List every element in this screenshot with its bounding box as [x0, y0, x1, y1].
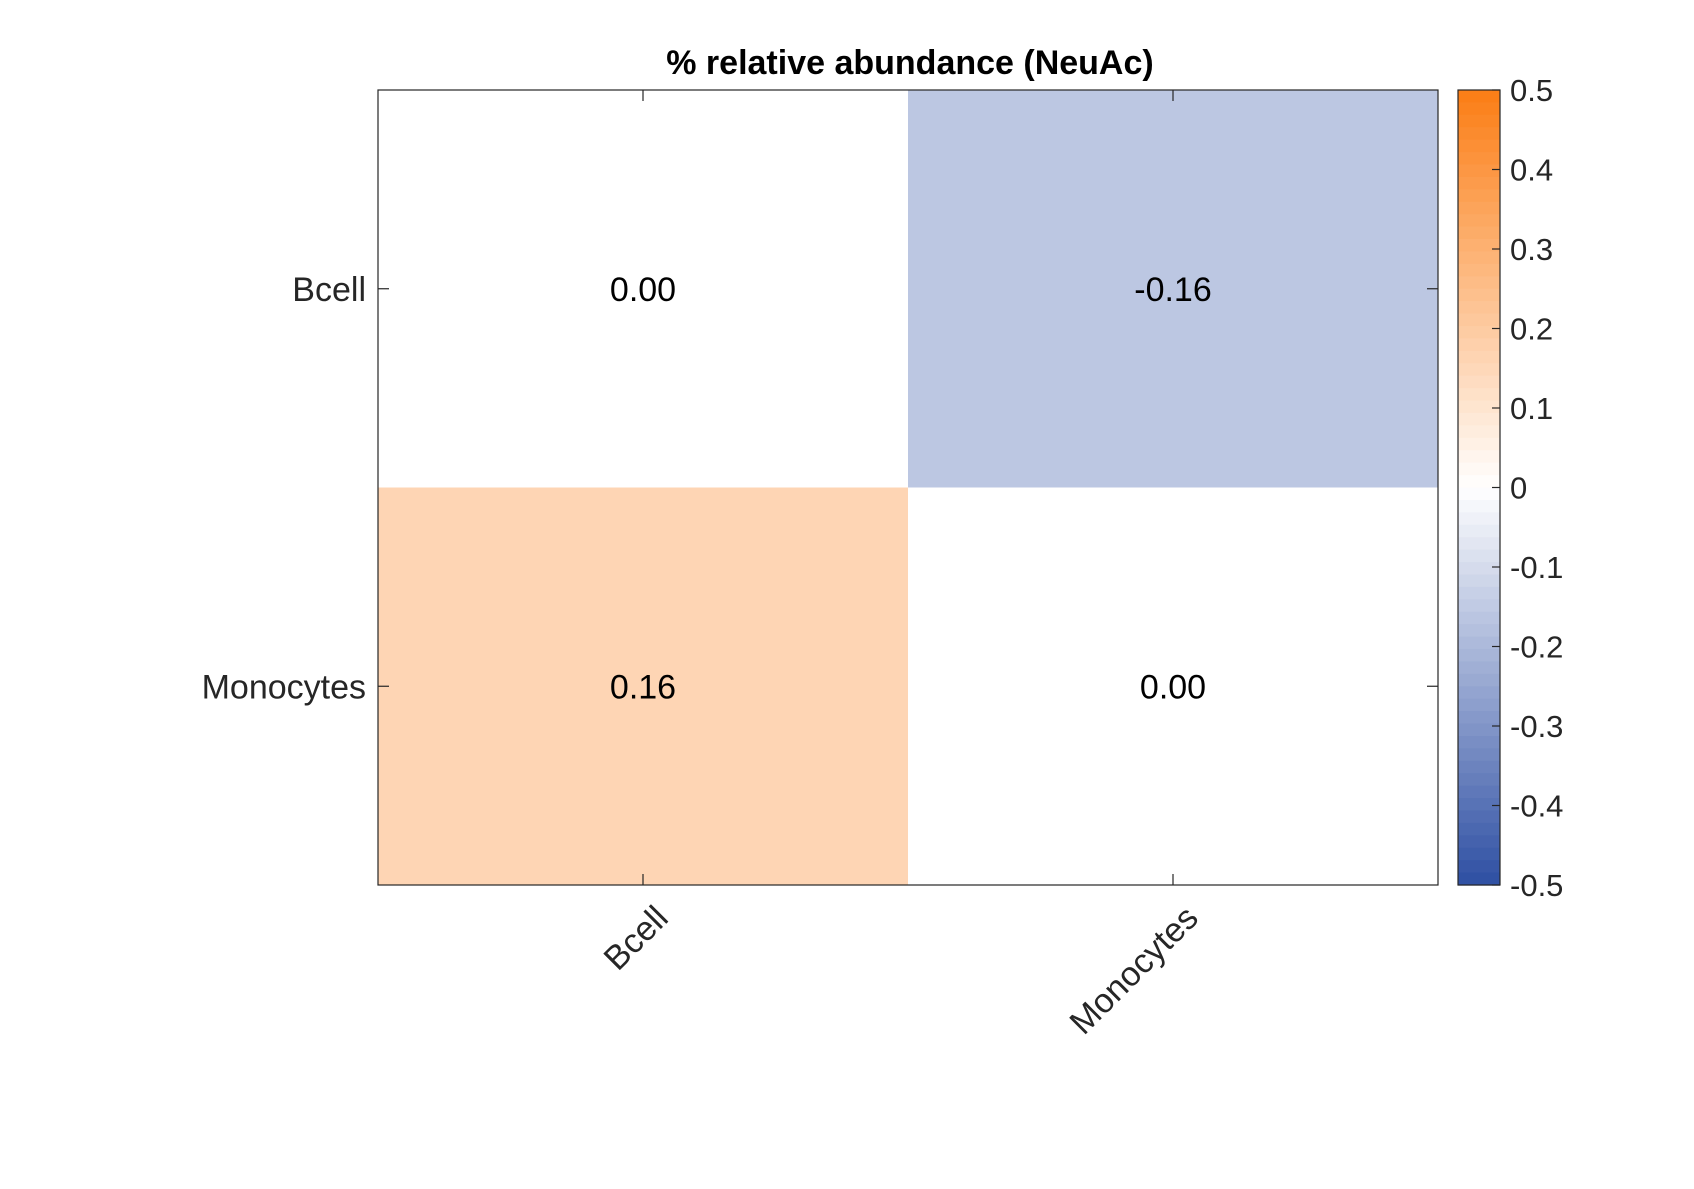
colorbar-tick-label: -0.1 — [1510, 550, 1563, 585]
heatmap-cell — [378, 487, 909, 886]
colorbar-segment — [1458, 562, 1500, 576]
colorbar-segment — [1458, 872, 1500, 886]
colorbar-segment — [1458, 798, 1500, 812]
colorbar-segment — [1458, 847, 1500, 861]
heatmap-cell — [908, 487, 1439, 886]
colorbar-segment — [1458, 251, 1500, 265]
y-tick-label: Bcell — [292, 271, 366, 309]
colorbar-segment — [1458, 499, 1500, 513]
colorbar-segment — [1458, 139, 1500, 153]
colorbar-tick-label: 0.2 — [1510, 312, 1553, 347]
colorbar-segment — [1458, 201, 1500, 215]
cell-value-label: -0.16 — [1134, 271, 1212, 309]
colorbar-segment — [1458, 313, 1500, 327]
colorbar-segment — [1458, 698, 1500, 712]
colorbar-segment — [1458, 648, 1500, 663]
colorbar-segment — [1458, 723, 1500, 737]
colorbar-segment — [1458, 226, 1500, 240]
colorbar-segment — [1458, 425, 1500, 439]
colorbar — [1457, 89, 1501, 886]
colorbar-segment — [1458, 785, 1500, 799]
colorbar-segment — [1458, 437, 1500, 451]
colorbar-segment — [1458, 176, 1500, 190]
colorbar-segment — [1458, 735, 1500, 749]
colorbar-segment — [1458, 412, 1500, 426]
colorbar-tick-label: 0.3 — [1510, 232, 1553, 267]
colorbar-segment — [1458, 127, 1500, 141]
heatmap-cells — [378, 90, 1439, 886]
colorbar-segment — [1458, 375, 1500, 389]
cell-value-label: 0.00 — [1140, 668, 1206, 706]
y-axis-tick-labels: Bcell Monocytes — [202, 271, 366, 707]
colorbar-segment — [1458, 400, 1500, 414]
colorbar-segment — [1458, 574, 1500, 588]
x-tick-label: Monocytes — [1063, 899, 1206, 1042]
heatmap-cell-labels: 0.00 -0.16 0.16 0.00 — [610, 271, 1212, 707]
colorbar-segment — [1458, 773, 1500, 787]
colorbar-segment — [1458, 636, 1500, 650]
colorbar-segment — [1458, 450, 1500, 464]
colorbar-segment — [1458, 338, 1500, 352]
heatmap-cell — [378, 90, 909, 488]
colorbar-segment — [1458, 487, 1500, 501]
y-tick-label: Monocytes — [202, 668, 366, 706]
colorbar-segment — [1458, 388, 1500, 402]
colorbar-tick-label: -0.5 — [1510, 868, 1563, 903]
colorbar-segment — [1458, 239, 1500, 253]
colorbar-segment — [1458, 549, 1500, 563]
colorbar-tick-labels: 0.5 0.4 0.3 0.2 0.1 0 -0.1 -0.2 -0.3 -0.4 -0.5 — [1510, 73, 1563, 903]
colorbar-segment — [1458, 711, 1500, 725]
colorbar-segment — [1458, 760, 1500, 774]
colorbar-segment — [1458, 326, 1500, 340]
colorbar-tick-label: 0.4 — [1510, 153, 1553, 188]
x-tick-label: Bcell — [597, 899, 676, 978]
colorbar-segment — [1458, 263, 1500, 277]
colorbar-segment — [1458, 748, 1500, 762]
chart-title: % relative abundance (NeuAc) — [666, 44, 1153, 82]
colorbar-segment — [1458, 462, 1500, 476]
colorbar-segment — [1458, 301, 1500, 315]
colorbar-segment — [1458, 537, 1500, 551]
colorbar-segment — [1458, 152, 1500, 166]
x-axis-tick-labels: Bcell Monocytes — [597, 899, 1206, 1042]
colorbar-segment — [1458, 686, 1500, 700]
colorbar-segment — [1458, 90, 1500, 104]
colorbar-segment — [1458, 524, 1500, 538]
colorbar-tick-label: 0 — [1510, 471, 1527, 506]
colorbar-segment — [1458, 810, 1500, 824]
colorbar-tick-label: 0.5 — [1510, 73, 1553, 108]
colorbar-segment — [1458, 114, 1500, 128]
colorbar-segment — [1458, 288, 1500, 302]
colorbar-segment — [1458, 822, 1500, 836]
colorbar-segment — [1458, 276, 1500, 290]
cell-value-label: 0.16 — [610, 668, 676, 706]
colorbar-segment — [1458, 214, 1500, 228]
heatmap-cell — [908, 90, 1439, 488]
colorbar-segment — [1458, 611, 1500, 625]
axis-ticks — [378, 90, 1438, 885]
colorbar-segment — [1458, 673, 1500, 687]
colorbar-segment — [1458, 189, 1500, 203]
colorbar-segment — [1458, 835, 1500, 849]
cell-value-label: 0.00 — [610, 271, 676, 309]
colorbar-segment — [1458, 599, 1500, 613]
colorbar-segment — [1458, 164, 1500, 178]
colorbar-segment — [1458, 624, 1500, 638]
colorbar-segment — [1458, 475, 1500, 489]
plot-frame — [377, 89, 1439, 886]
colorbar-segment — [1458, 350, 1500, 364]
colorbar-tick-label: -0.4 — [1510, 789, 1563, 824]
colorbar-segment — [1458, 661, 1500, 675]
colorbar-segment — [1458, 586, 1500, 600]
colorbar-tick-label: 0.1 — [1510, 391, 1553, 426]
colorbar-segment — [1458, 860, 1500, 874]
colorbar-segment — [1458, 102, 1500, 116]
colorbar-tick-label: -0.3 — [1510, 709, 1563, 744]
colorbar-segment — [1458, 512, 1500, 526]
colorbar-segment — [1458, 363, 1500, 377]
colorbar-tick-label: -0.2 — [1510, 630, 1563, 665]
